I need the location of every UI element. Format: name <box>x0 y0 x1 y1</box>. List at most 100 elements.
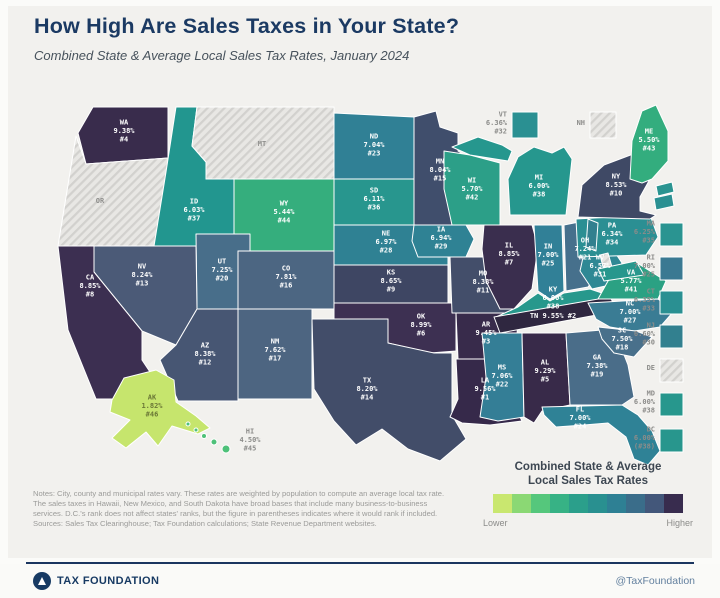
state-box-ma <box>659 222 684 247</box>
legend-swatch <box>626 494 645 513</box>
state-label-al: AL 9.29% #5 <box>534 358 556 383</box>
state-label-id: ID 6.03% #37 <box>183 197 205 222</box>
state-label-ms: MS 7.06% #22 <box>491 363 513 388</box>
state-label-ct: CT 6.35% #33 <box>634 287 656 312</box>
state-label-de: DE <box>647 364 655 372</box>
state-label-va: VA 5.77% #41 <box>620 268 642 293</box>
tax-foundation-logo-icon <box>33 572 51 590</box>
legend-end-labels: Lower Higher <box>483 518 693 528</box>
legend-swatch <box>588 494 607 513</box>
state-label-or: OR <box>96 197 105 205</box>
state-label-in: IN 7.00% #25 <box>537 242 559 267</box>
state-label-fl: FL 7.00% #24 <box>569 405 591 430</box>
state-label-mi: MI 6.00% #38 <box>528 173 550 198</box>
state-label-md: MD 6.00% #38 <box>634 389 656 414</box>
state-shape-mt <box>191 106 335 180</box>
state-label-wa: WA 9.38% #4 <box>113 118 135 143</box>
legend-swatch <box>493 494 512 513</box>
state-label-sc: SC 7.50% #18 <box>611 326 633 351</box>
state-label-me: ME 5.50% #43 <box>638 127 660 152</box>
state-label-nm: NM 7.62% #17 <box>264 337 286 362</box>
state-box-md <box>659 392 684 417</box>
legend-swatch <box>550 494 569 513</box>
state-label-wi: WI 5.70% #42 <box>461 176 483 201</box>
state-label-ca: CA 8.85% #8 <box>79 273 101 298</box>
header: How High Are Sales Taxes in Your State? … <box>34 14 684 63</box>
legend-swatches <box>493 494 683 513</box>
state-shape-in <box>533 224 565 300</box>
us-choropleth-map: WA 9.38% #4 OR ID 6.03% #37 MT WY 5.44% #44 UT… <box>57 104 684 466</box>
state-shape-ak <box>109 369 211 449</box>
legend-swatch <box>645 494 664 513</box>
state-label-mn: MN 8.04% #15 <box>429 157 451 182</box>
state-shape-hi-island <box>185 421 191 427</box>
state-shape-nj <box>585 218 599 252</box>
state-label-la: LA 9.56% #1 <box>474 376 496 401</box>
state-label-ut: UT 7.25% #20 <box>211 257 233 282</box>
brand-name: TAX FOUNDATION <box>57 575 160 587</box>
state-label-ga: GA 7.38% #19 <box>586 353 608 378</box>
state-label-sd: SD 6.11% #36 <box>363 186 385 211</box>
state-label-wy: WY 5.44% #44 <box>273 199 295 224</box>
sailboat-icon <box>38 577 46 585</box>
state-box-ri <box>659 256 684 281</box>
legend-swatch <box>607 494 626 513</box>
legend: Combined State & Average Local Sales Tax… <box>470 460 706 528</box>
state-shape-nm <box>237 308 313 400</box>
state-box-de <box>659 358 684 383</box>
state-label-tx: TX 8.20% #14 <box>356 376 378 401</box>
state-shape-fl <box>541 404 661 466</box>
state-shape-hi-island <box>221 444 231 454</box>
state-label-pa: PA 6.34% #34 <box>601 221 623 246</box>
state-label-wv: WV 6.57% #31 <box>589 253 611 278</box>
state-shape-mi-upper <box>451 136 513 162</box>
state-label-ok: OK 8.99% #6 <box>410 312 432 337</box>
legend-swatch <box>569 494 588 513</box>
legend-higher-label: Higher <box>666 518 693 528</box>
state-label-hi: HI 4.50% #45 <box>239 427 261 452</box>
state-label-nh: NH <box>577 119 585 127</box>
footnotes: Notes: City, county and municipal rates … <box>33 489 445 528</box>
state-label-nc: NC 7.00% #27 <box>619 299 641 324</box>
state-label-ky: KY 6.00% #38 <box>542 285 564 310</box>
state-label-ne: NE 6.97% #28 <box>375 229 397 254</box>
state-box-nj <box>659 324 684 349</box>
state-label-nd: ND 7.04% #23 <box>363 132 385 157</box>
state-label-ia: IA 6.94% #29 <box>430 225 452 250</box>
state-label-oh: OH 7.24% #21 <box>574 236 596 261</box>
state-label-ak: AK 1.82% #46 <box>141 393 163 418</box>
page-title: How High Are Sales Taxes in Your State? <box>34 14 460 38</box>
state-label-mo: MO 8.38% #11 <box>472 269 494 294</box>
state-box-dc <box>659 428 684 453</box>
state-label-ri: RI 7.00% #25 <box>634 253 656 278</box>
state-label-nj: NJ 6.60% #30 <box>634 321 656 346</box>
state-shape-me <box>629 104 669 184</box>
state-box-vt <box>511 111 539 139</box>
footer-divider <box>26 562 694 564</box>
state-shape-md <box>597 260 645 282</box>
state-shape-hi-island <box>201 433 207 439</box>
footer-background <box>0 564 720 598</box>
state-shape-sc <box>597 326 653 358</box>
legend-title-line1: Combined State & Average <box>514 461 662 473</box>
state-box-nh <box>589 111 617 139</box>
state-box-ct <box>659 290 684 315</box>
legend-title-line2: Local Sales Tax Rates <box>528 475 648 487</box>
page-subtitle: Combined State & Average Local Sales Tax… <box>34 48 410 63</box>
state-shape-ma <box>655 181 675 197</box>
state-shape-hi-island <box>210 438 218 446</box>
state-label-vt: VT 6.36% #32 <box>486 110 508 135</box>
state-label-mt: MT <box>258 140 266 148</box>
state-label-ks: KS 8.65% #9 <box>380 268 402 293</box>
state-label-dc: DC 6.00% (#38) <box>634 425 656 450</box>
state-label-az: AZ 8.38% #12 <box>194 341 216 366</box>
twitter-handle: @TaxFoundation <box>615 575 695 587</box>
legend-swatch <box>664 494 683 513</box>
state-label-ny: NY 8.53% #10 <box>605 172 627 197</box>
state-label-co: CO 7.81% #16 <box>275 264 297 289</box>
footer-brand: TAX FOUNDATION <box>33 572 159 590</box>
state-shape-mi <box>507 146 573 216</box>
legend-swatch <box>531 494 550 513</box>
state-label-tn: TN 9.55% #2 <box>530 312 576 320</box>
state-label-il: IL 8.85% #7 <box>498 241 520 266</box>
